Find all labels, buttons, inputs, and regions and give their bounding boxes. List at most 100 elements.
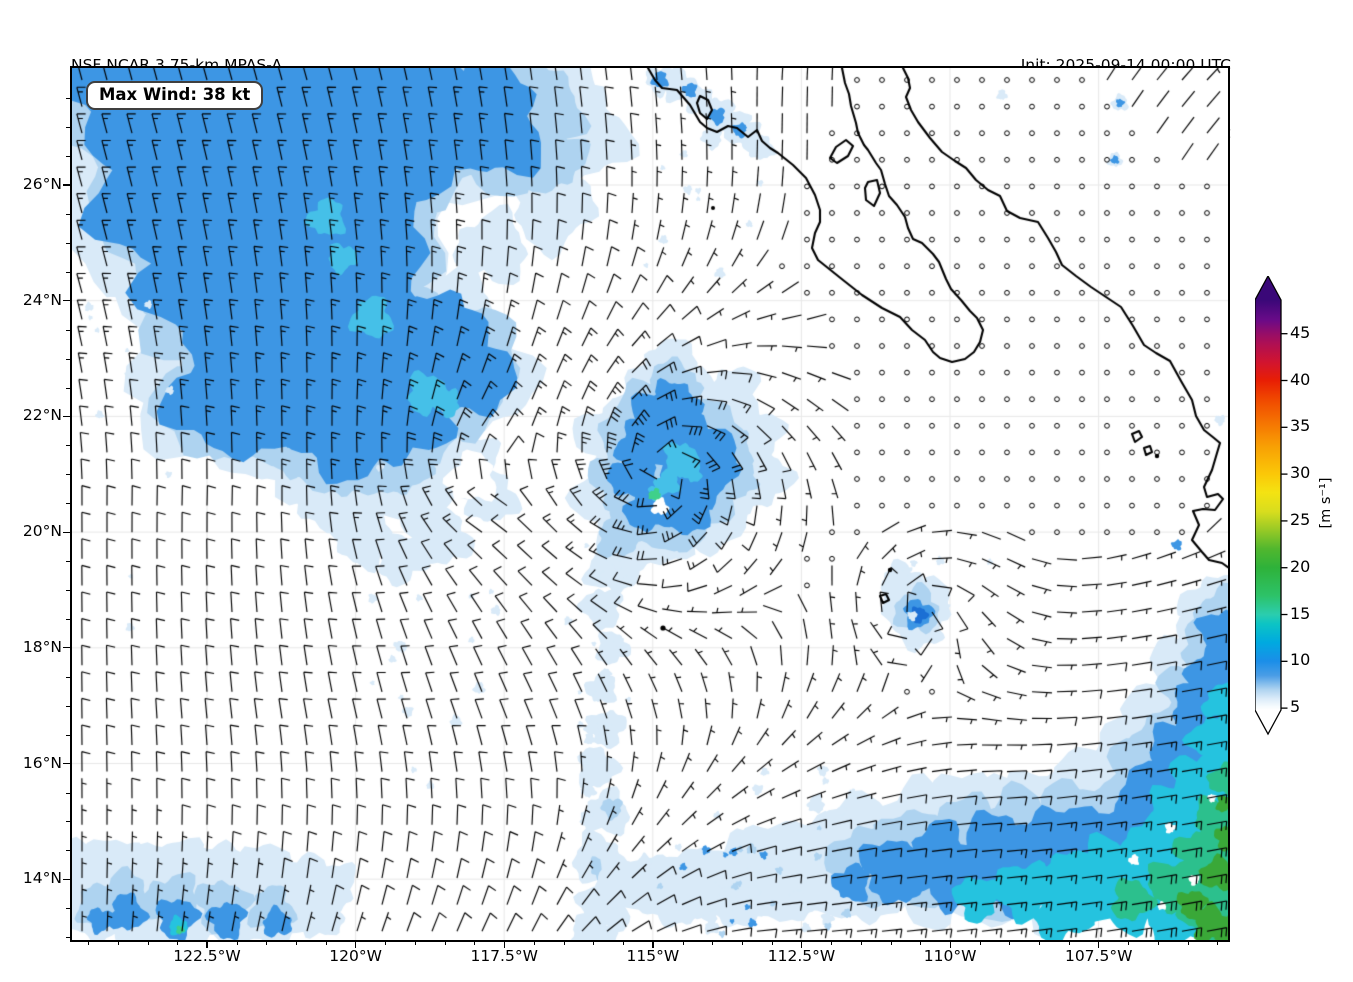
y-minor-tick	[66, 937, 70, 939]
y-minor-tick	[66, 908, 70, 910]
y-minor-tick	[66, 98, 70, 100]
x-tick-mark	[503, 941, 505, 948]
y-tick-mark	[63, 415, 70, 418]
y-tick-label: 26°N	[22, 175, 62, 193]
x-minor-tick	[1217, 941, 1219, 945]
x-tick-mark	[1098, 941, 1100, 948]
colorbar-tick-label: 5	[1290, 697, 1301, 717]
colorbar-tick-label: 35	[1290, 416, 1311, 436]
x-tick-label: 112.5°W	[767, 947, 836, 965]
y-minor-tick	[66, 792, 70, 794]
x-minor-tick	[623, 941, 625, 945]
colorbar-tick-label: 25	[1290, 509, 1311, 529]
y-minor-tick	[66, 590, 70, 591]
y-tick-label: 18°N	[22, 637, 62, 656]
x-minor-tick	[1009, 941, 1011, 945]
x-tick-label: 122.5°W	[173, 947, 241, 965]
x-minor-tick	[444, 941, 446, 945]
y-minor-tick	[66, 561, 70, 563]
y-tick-mark	[63, 300, 70, 302]
y-tick-mark	[63, 184, 70, 186]
colorbar-tick-label: 30	[1290, 463, 1311, 483]
y-minor-tick	[66, 387, 70, 389]
colorbar-tick-label: 45	[1290, 322, 1311, 342]
y-minor-tick	[66, 213, 70, 215]
y-minor-tick	[66, 156, 70, 158]
x-minor-tick	[266, 941, 268, 945]
y-tick-mark	[63, 531, 70, 533]
x-minor-tick	[682, 941, 684, 945]
x-minor-tick	[474, 941, 476, 945]
x-tick-label: 110°W	[923, 947, 977, 965]
y-minor-tick	[66, 474, 70, 476]
colorbar-bottom-arrow	[1255, 710, 1281, 734]
x-minor-tick	[1068, 941, 1070, 945]
x-minor-tick	[920, 941, 922, 945]
x-minor-tick	[979, 941, 981, 945]
y-tick-mark	[63, 647, 70, 649]
x-tick-mark	[800, 941, 803, 948]
max-wind-badge: Max Wind: 38 kt	[86, 81, 264, 110]
x-minor-tick	[533, 941, 535, 945]
x-minor-tick	[296, 941, 298, 945]
map-canvas	[72, 68, 1228, 940]
x-minor-tick	[415, 941, 417, 945]
x-minor-tick	[236, 941, 238, 945]
y-tick-mark	[63, 762, 70, 765]
x-minor-tick	[177, 941, 179, 945]
y-minor-tick	[66, 127, 70, 129]
x-minor-tick	[771, 941, 773, 945]
x-tick-mark	[949, 941, 951, 948]
y-minor-tick	[66, 850, 70, 852]
x-minor-tick	[1039, 941, 1041, 945]
colorbar	[1255, 276, 1288, 736]
x-minor-tick	[712, 941, 714, 945]
x-tick-mark	[652, 941, 654, 948]
x-tick-label: 107.5°W	[1064, 947, 1133, 965]
x-minor-tick	[1128, 941, 1130, 945]
y-tick-label: 22°N	[22, 406, 62, 425]
x-minor-tick	[385, 941, 387, 945]
y-minor-tick	[66, 329, 70, 331]
x-minor-tick	[147, 941, 149, 945]
y-minor-tick	[66, 271, 70, 273]
y-tick-label: 16°N	[22, 753, 62, 772]
colorbar-unit-label: [m s⁻¹]	[1318, 477, 1334, 529]
y-minor-tick	[66, 503, 70, 505]
x-minor-tick	[88, 941, 90, 945]
y-tick-label: 20°N	[22, 522, 62, 541]
x-minor-tick	[563, 941, 565, 945]
colorbar-tick-label: 15	[1290, 603, 1311, 623]
colorbar-tick-label: 20	[1290, 556, 1311, 576]
y-tick-label: 14°N	[22, 869, 62, 888]
colorbar-gradient	[1255, 300, 1281, 710]
x-minor-tick	[831, 941, 833, 945]
x-minor-tick	[1158, 941, 1160, 945]
y-minor-tick	[66, 445, 70, 447]
x-tick-label: 117.5°W	[470, 947, 538, 965]
y-minor-tick	[66, 676, 70, 678]
y-minor-tick	[66, 705, 70, 707]
colorbar-outline	[1255, 276, 1282, 736]
y-minor-tick	[66, 821, 70, 823]
x-minor-tick	[741, 941, 743, 945]
x-minor-tick	[593, 941, 595, 945]
x-minor-tick	[117, 941, 119, 945]
map-plot-area: Max Wind: 38 kt	[70, 66, 1230, 942]
x-minor-tick	[860, 941, 862, 945]
colorbar-top-arrow	[1255, 276, 1281, 300]
x-minor-tick	[890, 941, 892, 945]
x-tick-label: 115°W	[626, 947, 680, 965]
y-tick-label: 24°N	[22, 290, 62, 309]
y-tick-mark	[63, 878, 70, 880]
x-tick-label: 120°W	[329, 947, 382, 965]
colorbar-tick-label: 10	[1290, 650, 1311, 670]
y-minor-tick	[66, 358, 70, 360]
y-minor-tick	[66, 242, 70, 244]
colorbar-tick-label: 40	[1290, 369, 1311, 389]
x-minor-tick	[1187, 941, 1189, 945]
y-minor-tick	[66, 734, 70, 736]
x-minor-tick	[325, 941, 327, 945]
x-tick-mark	[206, 941, 208, 948]
